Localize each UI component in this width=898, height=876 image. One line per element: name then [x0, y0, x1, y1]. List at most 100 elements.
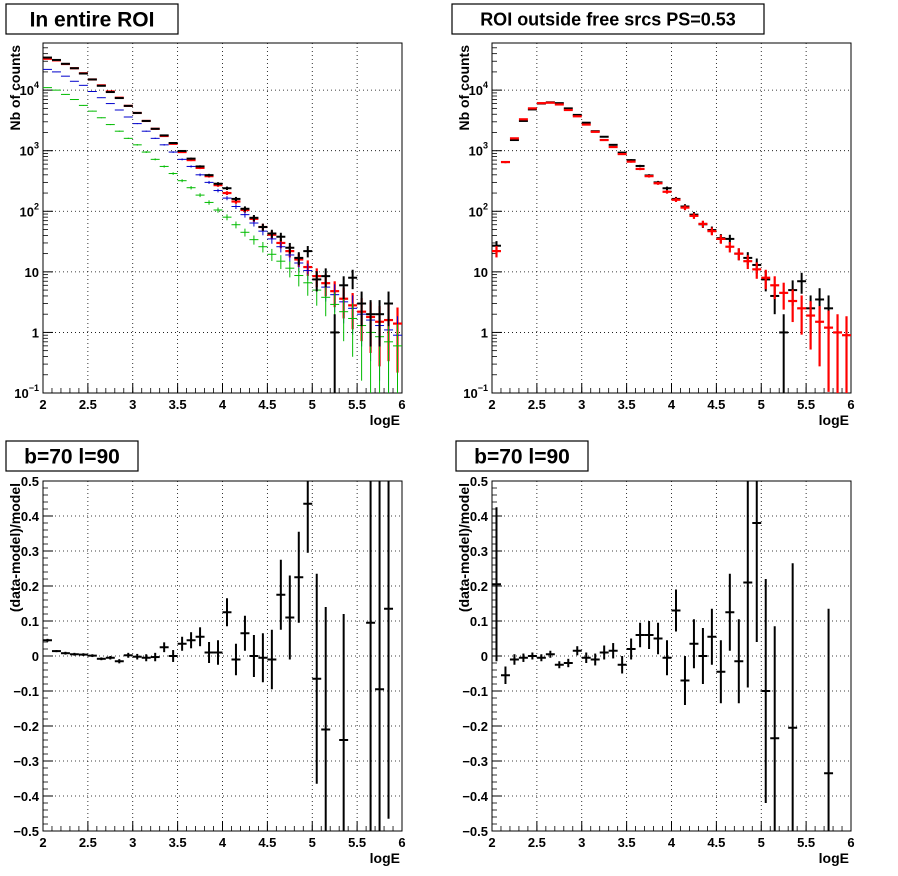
y-tick-label: −0.1 — [13, 684, 39, 699]
y-tick-label: 0.2 — [21, 579, 39, 594]
y-axis-label: (data-model)/model — [7, 483, 23, 612]
y-tick-label: −0.3 — [462, 754, 488, 769]
x-tick-label: 2 — [39, 835, 46, 850]
x-tick-label: 3.5 — [618, 397, 636, 412]
x-tick-label: 5.5 — [348, 835, 366, 850]
chart-panel-3: 2 2.5 3 3.5 4 4.5 5 5.5 6 −0.5 −0.4 −0.3 −0.2 −0.1 0 0.… — [5, 440, 406, 866]
y-tick-label: 103 — [20, 141, 39, 159]
y-axis-label: Nb of counts — [456, 45, 472, 131]
y-tick-label: 0.1 — [21, 614, 39, 629]
y-tick-label: −0.2 — [13, 719, 39, 734]
x-axis-label: logE — [370, 850, 400, 866]
y-tick-label: −0.4 — [462, 789, 488, 804]
x-tick-label: 4.5 — [258, 835, 276, 850]
y-tick-label: −0.3 — [13, 754, 39, 769]
x-tick-label: 2 — [39, 397, 46, 412]
x-tick-label: 5 — [758, 835, 765, 850]
y-tick-label: 0.2 — [470, 579, 488, 594]
y-tick-base: 10 — [20, 204, 34, 219]
chart-title-box — [5, 3, 179, 35]
x-tick-label: 2.5 — [79, 835, 97, 850]
residual-points — [492, 481, 834, 831]
x-tick-label: 5.5 — [797, 397, 815, 412]
y-tick-base: 10 — [463, 386, 477, 401]
x-tick-label: 4 — [668, 835, 676, 850]
x-tick-label: 3.5 — [618, 835, 636, 850]
x-tick-label: 6 — [847, 835, 854, 850]
y-tick-label: −0.1 — [462, 684, 488, 699]
x-tick-label: 6 — [847, 397, 854, 412]
x-tick-label: 3 — [578, 835, 585, 850]
x-axis-label: logE — [370, 412, 400, 428]
x-tick-label: 6 — [398, 835, 405, 850]
y-tick-label: −0.2 — [462, 719, 488, 734]
y-tick-base: 10 — [469, 144, 483, 159]
x-tick-label: 5 — [309, 397, 316, 412]
chart-title: In entire ROI — [30, 9, 155, 32]
x-tick-label: 4 — [219, 397, 227, 412]
y-tick-exponent: 2 — [483, 201, 488, 211]
x-tick-label: 2.5 — [528, 835, 546, 850]
chart-title-box — [451, 3, 765, 35]
x-axis-label: logE — [819, 850, 849, 866]
y-axis-label: Nb of counts — [7, 45, 23, 131]
y-tick-label: 10−1 — [463, 383, 488, 401]
chart-title: b=70 l=90 — [474, 446, 570, 469]
y-tick-label: −0.5 — [13, 824, 39, 839]
y-tick-label: −0.4 — [13, 789, 39, 804]
y-tick-label: 0 — [481, 649, 488, 664]
y-tick-label: 102 — [20, 201, 39, 219]
y-tick-base: 10 — [469, 83, 483, 98]
x-axis-label: logE — [819, 412, 849, 428]
chart-panel-2: 2 2.5 3 3.5 4 4.5 5 5.5 610−1110102103104logENb … — [451, 3, 855, 428]
y-tick-label: −0.5 — [462, 824, 488, 839]
y-tick-label: 0.3 — [21, 544, 39, 559]
x-tick-label: 4.5 — [258, 397, 276, 412]
y-tick-base: 1 — [32, 325, 39, 340]
x-tick-label: 5.5 — [348, 397, 366, 412]
x-tick-label: 3 — [578, 397, 585, 412]
chart-title-box — [5, 440, 139, 472]
x-tick-label: 4.5 — [707, 397, 725, 412]
x-tick-label: 2 — [488, 835, 495, 850]
data-series-4 — [43, 56, 394, 393]
chart-panel-1: 2 2.5 3 3.5 4 4.5 5 5.5 610−1110102103104logENb … — [5, 3, 406, 428]
x-tick-label: 2.5 — [79, 397, 97, 412]
y-tick-label: 0.3 — [470, 544, 488, 559]
x-tick-label: 5 — [758, 397, 765, 412]
y-tick-label: 104 — [469, 80, 488, 98]
y-tick-base: 10 — [25, 265, 39, 280]
data-series-2 — [492, 101, 851, 393]
y-tick-base: 1 — [481, 325, 488, 340]
data-series-1 — [492, 101, 834, 393]
y-tick-label: 102 — [469, 201, 488, 219]
y-tick-label: 104 — [20, 80, 39, 98]
y-tick-label: 0.4 — [21, 509, 40, 524]
y-tick-label: 1 — [481, 325, 488, 340]
x-tick-label: 2 — [488, 397, 495, 412]
y-tick-exponent: 4 — [34, 80, 39, 90]
x-tick-label: 5.5 — [797, 835, 815, 850]
y-tick-exponent: 3 — [34, 141, 39, 151]
x-tick-label: 3.5 — [169, 835, 187, 850]
x-tick-label: 3 — [129, 835, 136, 850]
y-tick-label: 0.5 — [21, 474, 39, 489]
y-tick-label: 0.5 — [470, 474, 488, 489]
y-tick-label: 10 — [474, 265, 488, 280]
y-tick-label: 0 — [32, 649, 39, 664]
x-tick-label: 3.5 — [169, 397, 187, 412]
chart-title-box — [455, 440, 589, 472]
x-tick-label: 2.5 — [528, 397, 546, 412]
x-tick-label: 4.5 — [707, 835, 725, 850]
y-tick-label: 0.1 — [470, 614, 488, 629]
y-tick-base: 10 — [20, 83, 34, 98]
y-tick-label: 10−1 — [14, 383, 39, 401]
y-tick-label: 10 — [25, 265, 39, 280]
y-tick-exponent: 4 — [483, 80, 488, 90]
y-tick-label: 1 — [32, 325, 39, 340]
y-tick-exponent: −1 — [478, 383, 488, 393]
x-tick-label: 3 — [129, 397, 136, 412]
residual-points — [43, 481, 394, 831]
y-tick-base: 10 — [20, 144, 34, 159]
